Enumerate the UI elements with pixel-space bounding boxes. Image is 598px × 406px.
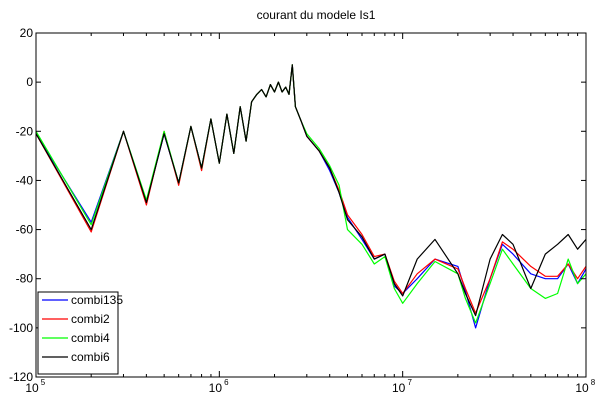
legend-label-combi6: combi6 — [71, 350, 110, 364]
series-line-combi135 — [35, 64, 587, 329]
y-tick-label: 20 — [20, 26, 34, 40]
x-tick-label: 10 — [209, 381, 223, 395]
legend: combi135 combi2 combi4 combi6 — [37, 291, 123, 375]
series-layer — [35, 64, 587, 329]
legend-box — [37, 291, 119, 375]
y-tick-label: -60 — [16, 223, 34, 237]
legend-label-combi4: combi4 — [71, 331, 110, 345]
x-tick-exponent: 5 — [41, 378, 46, 387]
series-line-combi6 — [35, 64, 587, 317]
x-tick-exponent: 8 — [591, 378, 596, 387]
x-tick-exponent: 7 — [407, 378, 412, 387]
x-tick-label: 10 — [575, 381, 589, 395]
x-tick-label: 10 — [392, 381, 406, 395]
x-axis: 10 5 10 6 10 7 10 8 — [25, 33, 596, 395]
y-tick-label: -20 — [16, 124, 34, 138]
x-tick-exponent: 6 — [224, 378, 229, 387]
chart-title: courant du modele Is1 — [257, 8, 376, 22]
series-line-combi4 — [35, 64, 587, 324]
x-tick-label: 10 — [25, 381, 39, 395]
legend-label-combi135: combi135 — [71, 293, 123, 307]
legend-label-combi2: combi2 — [71, 312, 110, 326]
y-tick-label: -100 — [9, 321, 33, 335]
y-tick-label: -40 — [16, 173, 34, 187]
series-line-combi2 — [35, 64, 587, 314]
y-tick-label: -120 — [9, 370, 33, 384]
y-tick-label: 0 — [26, 75, 33, 89]
y-tick-label: -80 — [16, 272, 34, 286]
plot-frame — [35, 32, 587, 378]
